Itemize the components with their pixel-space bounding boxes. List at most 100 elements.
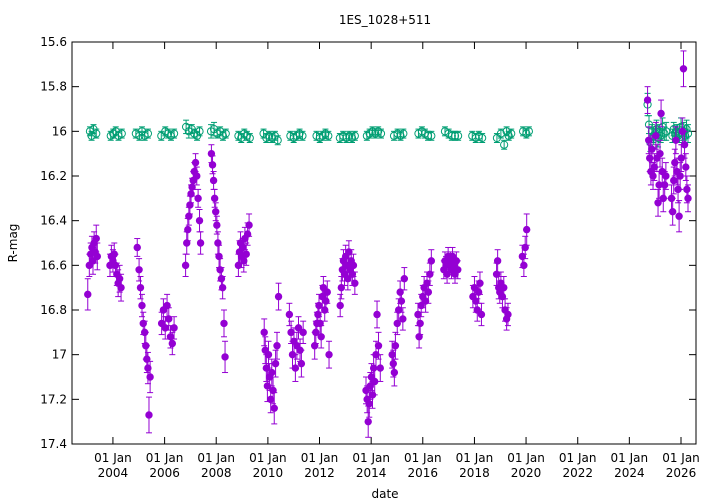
target-data-point [390, 368, 399, 377]
target-data-point [684, 194, 692, 203]
x-tick-label: 01 Jan [249, 451, 287, 465]
target-data-point [143, 355, 151, 363]
comparison-data-point [221, 129, 230, 138]
x-tick-year-label: 2022 [562, 466, 593, 480]
target-data-point [196, 239, 205, 247]
target-data-point [316, 319, 324, 328]
target-data-point [337, 283, 346, 292]
y-tick-label: 16.8 [40, 303, 67, 317]
target-data-point [271, 359, 280, 368]
target-data-point [209, 176, 218, 185]
y-tick-label: 16.4 [40, 214, 67, 228]
target-data-point [654, 199, 662, 207]
target-data-point [186, 201, 194, 209]
target-data-point [325, 350, 333, 359]
target-data-point [344, 275, 352, 283]
y-tick-label: 16 [52, 124, 67, 138]
comparison-data-point [376, 129, 386, 138]
target-data-point [273, 342, 281, 350]
target-data-point [287, 328, 295, 337]
target-data-point [682, 163, 690, 171]
target-data-point [680, 141, 689, 149]
x-tick-year-label: 2008 [201, 466, 232, 480]
comparison-data-point [218, 131, 228, 140]
target-data-point [391, 342, 400, 350]
comparison-data-point [399, 129, 408, 138]
x-tick-label: 01 Jan [611, 451, 649, 465]
comparison-data-point [265, 131, 274, 140]
target-data-point [191, 158, 200, 167]
target-data-point [92, 234, 100, 243]
comparison-data-point [478, 133, 487, 143]
target-data-point [146, 373, 154, 381]
comparison-data-point [318, 131, 327, 140]
target-data-point [388, 350, 396, 359]
target-data-point [376, 364, 384, 372]
target-data-point [218, 283, 227, 292]
target-data-point [477, 310, 486, 319]
target-data-point [662, 172, 670, 180]
target-data-point [163, 301, 171, 310]
target-data-point [195, 216, 204, 225]
comparison-data-point [117, 129, 126, 138]
comparison-data-point [242, 131, 251, 140]
x-tick-label: 01 Jan [301, 451, 339, 465]
target-data-point [168, 339, 177, 348]
comparison-data-point [92, 129, 101, 138]
chart-title: 1ES_1028+511 [339, 13, 431, 27]
comparison-data-point [427, 131, 436, 140]
target-data-point [400, 275, 409, 283]
target-data-point [675, 212, 683, 220]
x-tick-year-label: 2010 [253, 466, 284, 480]
target-data-point [668, 208, 677, 216]
target-data-point [208, 161, 217, 169]
target-data-point [285, 310, 294, 319]
target-data-point [470, 283, 479, 292]
target-data-point [299, 328, 307, 337]
target-data-point [245, 221, 253, 229]
target-data-point [323, 288, 331, 296]
target-data-point [656, 149, 664, 158]
target-data-point [260, 328, 268, 337]
target-data-point [297, 359, 306, 368]
target-data-point [84, 290, 92, 299]
comparison-data-point [169, 129, 179, 138]
target-data-point [492, 270, 501, 278]
target-data-point [165, 315, 173, 323]
target-data-point [135, 266, 143, 274]
comparison-data-point [143, 129, 153, 138]
comparison-data-point [195, 127, 204, 136]
target-data-point [426, 270, 434, 278]
target-data-point [345, 248, 353, 256]
target-data-point [294, 324, 303, 332]
comparison-data-point [267, 133, 277, 143]
plot-frame [71, 41, 697, 445]
x-axis-label: date [371, 487, 398, 501]
target-data-point [274, 292, 283, 301]
target-data-point [427, 257, 436, 265]
target-data-point [270, 404, 278, 412]
comparison-data-point [190, 129, 199, 138]
y-axis-label: R-mag [6, 224, 20, 263]
target-data-point [415, 333, 423, 341]
x-tick-year-label: 2006 [149, 466, 180, 480]
target-data-point [291, 364, 300, 372]
target-data-point [493, 257, 502, 265]
target-data-point [89, 257, 97, 265]
target-data-point [240, 257, 248, 265]
target-data-point [679, 65, 688, 73]
target-data-point [683, 185, 691, 194]
target-data-point [373, 310, 381, 319]
target-data-point [454, 266, 462, 274]
comparison-data-point [496, 129, 505, 138]
x-tick-year-label: 2014 [356, 466, 387, 480]
x-tick-label: 01 Jan [146, 451, 184, 465]
target-data-point [181, 261, 190, 270]
target-data-point [399, 315, 407, 323]
target-data-point [210, 194, 219, 203]
x-tick-label: 01 Jan [197, 451, 235, 465]
target-data-point [389, 359, 397, 368]
x-tick-label: 01 Jan [456, 451, 494, 465]
comparison-data-point [245, 133, 254, 143]
